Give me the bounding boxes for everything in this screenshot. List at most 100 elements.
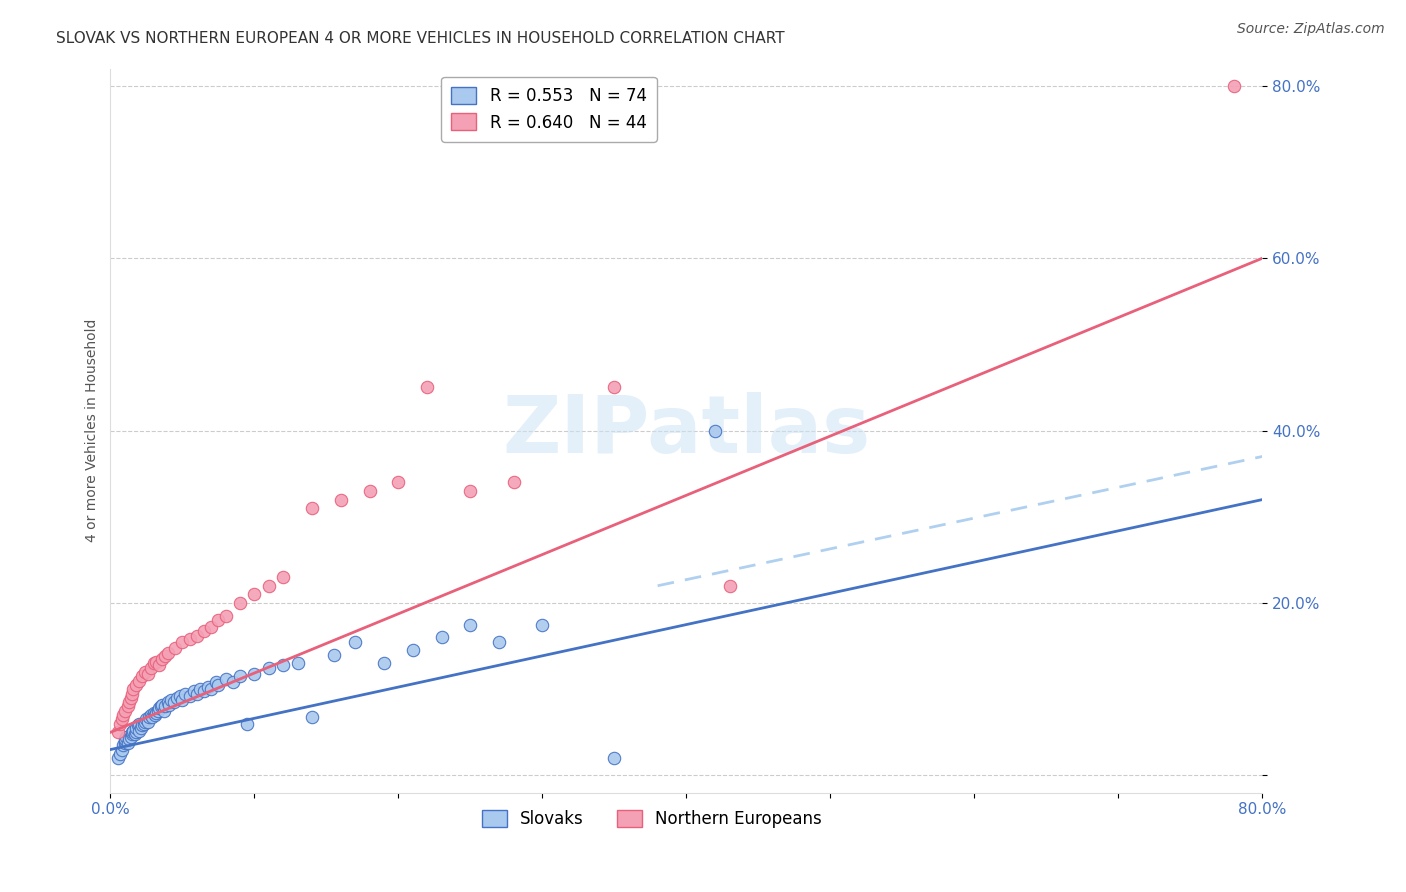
Point — [145, 706, 167, 721]
Point — [704, 424, 727, 438]
Point — [134, 665, 156, 679]
Point — [138, 710, 160, 724]
Point — [128, 723, 150, 738]
Point — [120, 730, 142, 744]
Point — [193, 684, 215, 698]
Point — [214, 609, 236, 624]
Point — [118, 695, 141, 709]
Point — [114, 736, 136, 750]
Point — [359, 483, 381, 498]
Text: ZIPatlas: ZIPatlas — [502, 392, 870, 469]
Point — [122, 682, 145, 697]
Point — [156, 695, 179, 709]
Point — [148, 658, 170, 673]
Point — [222, 675, 245, 690]
Point — [257, 660, 280, 674]
Point — [153, 649, 176, 664]
Point — [172, 634, 194, 648]
Point — [416, 380, 439, 394]
Point — [188, 682, 211, 697]
Point — [301, 710, 323, 724]
Point — [117, 736, 139, 750]
Point — [128, 673, 150, 688]
Point — [214, 672, 236, 686]
Point — [169, 689, 191, 703]
Point — [174, 686, 197, 700]
Point — [204, 675, 226, 690]
Point — [207, 613, 229, 627]
Point — [200, 682, 222, 697]
Point — [197, 681, 219, 695]
Point — [387, 475, 409, 490]
Point — [287, 657, 309, 671]
Point — [136, 714, 159, 729]
Point — [166, 690, 188, 705]
Point — [402, 643, 425, 657]
Point — [149, 699, 172, 714]
Point — [117, 699, 139, 714]
Point — [110, 716, 132, 731]
Point — [172, 692, 194, 706]
Point — [121, 725, 143, 739]
Point — [153, 699, 176, 714]
Point — [150, 698, 173, 712]
Y-axis label: 4 or more Vehicles in Household: 4 or more Vehicles in Household — [86, 319, 100, 542]
Point — [301, 501, 323, 516]
Point — [488, 634, 510, 648]
Point — [121, 686, 143, 700]
Point — [112, 708, 135, 723]
Point — [111, 742, 134, 756]
Point — [114, 734, 136, 748]
Point — [152, 704, 174, 718]
Point — [124, 727, 146, 741]
Point — [186, 686, 208, 700]
Point — [160, 692, 183, 706]
Point — [207, 678, 229, 692]
Point — [122, 723, 145, 738]
Point — [134, 714, 156, 729]
Point — [131, 718, 153, 732]
Point — [115, 730, 138, 744]
Point — [200, 620, 222, 634]
Point — [344, 634, 367, 648]
Point — [141, 710, 163, 724]
Point — [603, 380, 626, 394]
Point — [142, 706, 165, 721]
Point — [125, 678, 148, 692]
Point — [163, 695, 186, 709]
Point — [107, 725, 129, 739]
Point — [121, 727, 143, 741]
Point — [146, 704, 169, 718]
Point — [1222, 78, 1244, 93]
Point — [135, 712, 157, 726]
Text: Source: ZipAtlas.com: Source: ZipAtlas.com — [1237, 22, 1385, 37]
Point — [430, 631, 453, 645]
Point — [150, 652, 173, 666]
Point — [179, 632, 201, 647]
Text: SLOVAK VS NORTHERN EUROPEAN 4 OR MORE VEHICLES IN HOUSEHOLD CORRELATION CHART: SLOVAK VS NORTHERN EUROPEAN 4 OR MORE VE… — [56, 31, 785, 46]
Point — [112, 738, 135, 752]
Point — [718, 579, 741, 593]
Point — [183, 684, 205, 698]
Point — [139, 708, 162, 723]
Point — [111, 712, 134, 726]
Point — [193, 624, 215, 638]
Point — [603, 751, 626, 765]
Point — [165, 640, 187, 655]
Point — [322, 648, 344, 662]
Point — [114, 732, 136, 747]
Point — [145, 655, 167, 669]
Point — [271, 658, 294, 673]
Point — [159, 698, 181, 712]
Point — [131, 669, 153, 683]
Point — [139, 660, 162, 674]
Point — [107, 751, 129, 765]
Point — [179, 689, 201, 703]
Point — [110, 747, 132, 761]
Point — [148, 701, 170, 715]
Point — [502, 475, 524, 490]
Point — [128, 716, 150, 731]
Point — [243, 666, 266, 681]
Point — [460, 617, 482, 632]
Point — [120, 690, 142, 705]
